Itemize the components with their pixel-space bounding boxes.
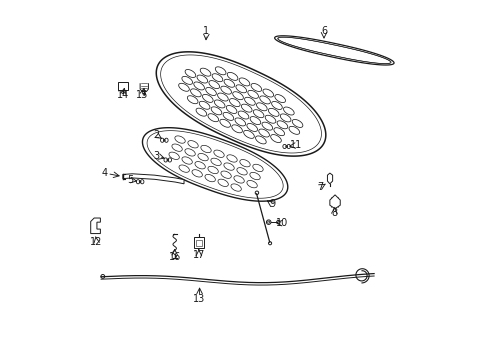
Polygon shape	[274, 36, 393, 65]
Polygon shape	[156, 52, 325, 156]
Text: 3: 3	[153, 151, 159, 161]
Text: 17: 17	[192, 250, 204, 260]
Text: 11: 11	[289, 140, 302, 150]
FancyBboxPatch shape	[118, 82, 127, 90]
Text: 9: 9	[268, 199, 275, 209]
Polygon shape	[122, 174, 183, 184]
Text: 5: 5	[127, 175, 133, 185]
Text: 7: 7	[317, 182, 323, 192]
Text: 8: 8	[330, 208, 337, 218]
Text: 13: 13	[193, 294, 205, 304]
Text: 6: 6	[320, 26, 326, 36]
Text: 14: 14	[117, 90, 129, 100]
Polygon shape	[90, 218, 100, 234]
Polygon shape	[142, 128, 287, 201]
Text: 16: 16	[168, 252, 181, 262]
Text: 4: 4	[102, 168, 107, 178]
Text: 2: 2	[153, 130, 159, 140]
Polygon shape	[329, 195, 340, 209]
Polygon shape	[327, 173, 332, 184]
Text: 15: 15	[136, 90, 148, 100]
Text: 10: 10	[276, 218, 288, 228]
Text: 12: 12	[90, 237, 102, 247]
FancyBboxPatch shape	[194, 237, 203, 248]
Text: 1: 1	[203, 26, 209, 36]
